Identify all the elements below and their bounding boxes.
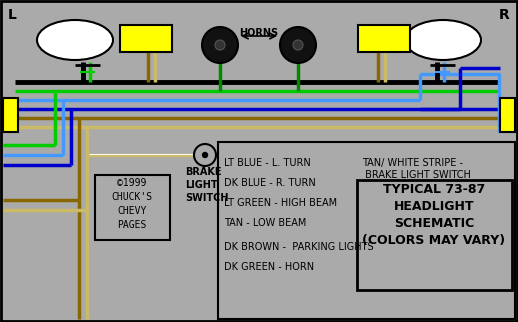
Ellipse shape	[405, 20, 481, 60]
Circle shape	[280, 27, 316, 63]
Bar	[218, 142, 515, 319]
Ellipse shape	[37, 20, 113, 60]
Text: L: L	[8, 8, 17, 22]
Text: LT BLUE - L. TURN: LT BLUE - L. TURN	[224, 158, 311, 168]
Text: DK BROWN -  PARKING LIGHTS: DK BROWN - PARKING LIGHTS	[224, 242, 373, 252]
Text: HORNS: HORNS	[239, 28, 279, 38]
Bar	[500, 98, 515, 132]
Circle shape	[293, 40, 303, 50]
Text: BRAKE
LIGHT
SWITCH: BRAKE LIGHT SWITCH	[185, 167, 228, 204]
Bar	[3, 98, 18, 132]
Bar	[357, 180, 512, 290]
Text: BRAKE LIGHT SWITCH: BRAKE LIGHT SWITCH	[362, 170, 471, 180]
Circle shape	[215, 40, 225, 50]
Text: LT GREEN - HIGH BEAM: LT GREEN - HIGH BEAM	[224, 198, 337, 208]
Text: DK BLUE - R. TURN: DK BLUE - R. TURN	[224, 178, 316, 188]
Text: TYPICAL 73-87
HEADLIGHT
SCHEMATIC
(COLORS MAY VARY): TYPICAL 73-87 HEADLIGHT SCHEMATIC (COLOR…	[363, 183, 506, 247]
Text: DK GREEN - HORN: DK GREEN - HORN	[224, 262, 314, 272]
Text: ©1999
CHUCK'S
CHEVY
PAGES: ©1999 CHUCK'S CHEVY PAGES	[111, 178, 153, 230]
Bar	[95, 175, 170, 240]
Circle shape	[203, 153, 208, 157]
Bar	[120, 25, 172, 52]
Circle shape	[202, 27, 238, 63]
Text: TAN/ WHITE STRIPE -: TAN/ WHITE STRIPE -	[362, 158, 463, 168]
Text: TAN - LOW BEAM: TAN - LOW BEAM	[224, 218, 306, 228]
Bar	[358, 25, 410, 52]
Text: R: R	[499, 8, 510, 22]
Circle shape	[194, 144, 216, 166]
